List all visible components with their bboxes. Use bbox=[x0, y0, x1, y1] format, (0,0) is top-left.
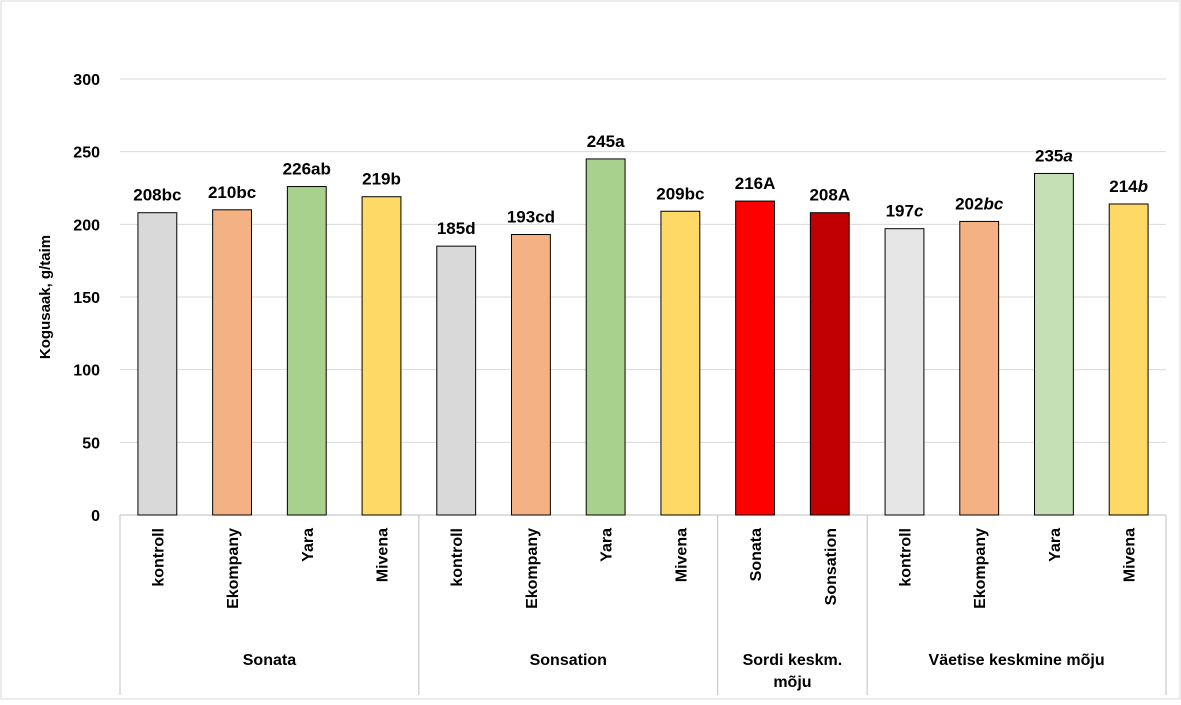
data-labels: 208bc 210bc226ab219b185d193cd245a209bc216… bbox=[133, 132, 1148, 238]
data-label-value: 235 bbox=[1035, 146, 1063, 165]
data-label: 235a bbox=[1035, 146, 1073, 165]
bar-v-etise-keskmine-m-ju-ekompany bbox=[959, 220, 1000, 516]
data-label: 197c bbox=[886, 202, 924, 221]
group-label: Sonsation bbox=[530, 652, 607, 669]
data-label: 219b bbox=[362, 170, 401, 189]
bars bbox=[137, 158, 1149, 516]
group-label: Sonata bbox=[243, 652, 296, 669]
data-label: 208A bbox=[809, 186, 850, 205]
category-label: Yara bbox=[300, 528, 317, 562]
category-label: Sonsation bbox=[823, 528, 840, 605]
category-label: Ekompany bbox=[972, 528, 989, 609]
category-label: kontroll bbox=[898, 528, 915, 587]
bar-v-etise-keskmine-m-ju-kontroll bbox=[884, 228, 925, 516]
bar-v-etise-keskmine-m-ju-yara bbox=[1034, 172, 1074, 516]
category-label: kontroll bbox=[449, 528, 466, 587]
data-label: 226ab bbox=[283, 160, 331, 179]
y-axis-ticks: 0 50 100 150 200 250 300 bbox=[73, 72, 100, 525]
data-label-value: 197 bbox=[886, 202, 914, 221]
data-label: 210bc bbox=[208, 183, 256, 202]
data-label-letters: d bbox=[465, 219, 475, 238]
bar-sonata-kontroll bbox=[137, 212, 178, 516]
data-label-value: 193 bbox=[507, 208, 535, 227]
data-label-letters: b bbox=[390, 170, 400, 189]
y-tick-label: 300 bbox=[73, 72, 100, 89]
category-label: Yara bbox=[599, 528, 616, 562]
data-label-letters: A bbox=[838, 186, 850, 205]
data-label: 216A bbox=[735, 174, 776, 193]
y-tick-label: 0 bbox=[91, 508, 100, 525]
bar-sonsation-mivena bbox=[660, 210, 701, 516]
data-label: 193cd bbox=[507, 208, 555, 227]
data-label-letters: A bbox=[763, 174, 775, 193]
category-label: Ekompany bbox=[524, 528, 541, 609]
y-tick-label: 100 bbox=[73, 363, 100, 380]
y-tick-label: 250 bbox=[73, 145, 100, 162]
y-tick-label: 50 bbox=[82, 435, 100, 452]
category-label: Yara bbox=[1047, 528, 1064, 562]
bar-sonata-mivena bbox=[361, 196, 402, 516]
group-label: Väetise keskmine mõju bbox=[929, 652, 1105, 669]
data-label: 214b bbox=[1109, 177, 1148, 196]
data-label-letters: ab bbox=[311, 160, 331, 179]
data-label-letters: b bbox=[1138, 177, 1148, 196]
group-label: Sordi keskm. bbox=[743, 652, 843, 669]
data-label-value: 226 bbox=[283, 160, 311, 179]
data-label-value: 210 bbox=[208, 183, 236, 202]
category-label: Mivena bbox=[673, 528, 690, 582]
data-label-value: 208 bbox=[133, 186, 161, 205]
category-label: Sonata bbox=[748, 528, 765, 581]
data-label-letters: c bbox=[914, 202, 924, 221]
y-tick-label: 150 bbox=[73, 290, 100, 307]
group-label: mõju bbox=[773, 674, 811, 691]
data-label-value: 209 bbox=[656, 184, 684, 203]
data-label-value: 216 bbox=[735, 174, 763, 193]
data-label: 209bc bbox=[656, 184, 704, 203]
y-tick-label: 200 bbox=[73, 217, 100, 234]
category-labels: kontroll Ekompany Yara Mivena kontroll Ekompa… bbox=[150, 528, 1138, 609]
data-label-letters: a bbox=[615, 132, 625, 151]
data-label-letters: cd bbox=[535, 208, 555, 227]
data-label: 208bc bbox=[133, 186, 181, 205]
category-label: Mivena bbox=[375, 528, 392, 582]
data-label-letters: bc bbox=[162, 186, 182, 205]
data-label-letters: bc bbox=[983, 194, 1003, 213]
bar-sonata-ekompany bbox=[212, 209, 252, 516]
bar-sonata-yara bbox=[286, 186, 327, 516]
group-labels: Sonata Sonsation Sordi keskm. mõju Väetise k… bbox=[243, 652, 1105, 691]
data-label-letters: bc bbox=[685, 184, 705, 203]
data-label-value: 202 bbox=[955, 194, 983, 213]
bar-sordi-keskm-m-ju-sonata bbox=[735, 200, 775, 516]
bar-sonsation-yara bbox=[585, 158, 626, 516]
data-label-value: 185 bbox=[437, 219, 465, 238]
bar-sonsation-ekompany bbox=[511, 234, 551, 516]
category-label: Mivena bbox=[1122, 528, 1139, 582]
data-label: 185d bbox=[437, 219, 476, 238]
data-label-value: 214 bbox=[1109, 177, 1138, 196]
category-label: kontroll bbox=[150, 528, 167, 587]
data-label-value: 245 bbox=[587, 132, 615, 151]
data-label-letters: bc bbox=[236, 183, 256, 202]
data-label: 245a bbox=[587, 132, 625, 151]
data-label-letters: a bbox=[1063, 146, 1072, 165]
data-label: 202bc bbox=[955, 194, 1004, 213]
bar-sordi-keskm-m-ju-sonsation bbox=[809, 212, 850, 516]
bar-sonsation-kontroll bbox=[436, 245, 477, 516]
data-label-value: 219 bbox=[362, 170, 390, 189]
y-axis-label: Kogusaak, g/taim bbox=[37, 235, 54, 359]
data-label-value: 208 bbox=[809, 186, 837, 205]
category-label: Ekompany bbox=[225, 528, 242, 609]
bar-v-etise-keskmine-m-ju-mivena bbox=[1108, 203, 1149, 516]
